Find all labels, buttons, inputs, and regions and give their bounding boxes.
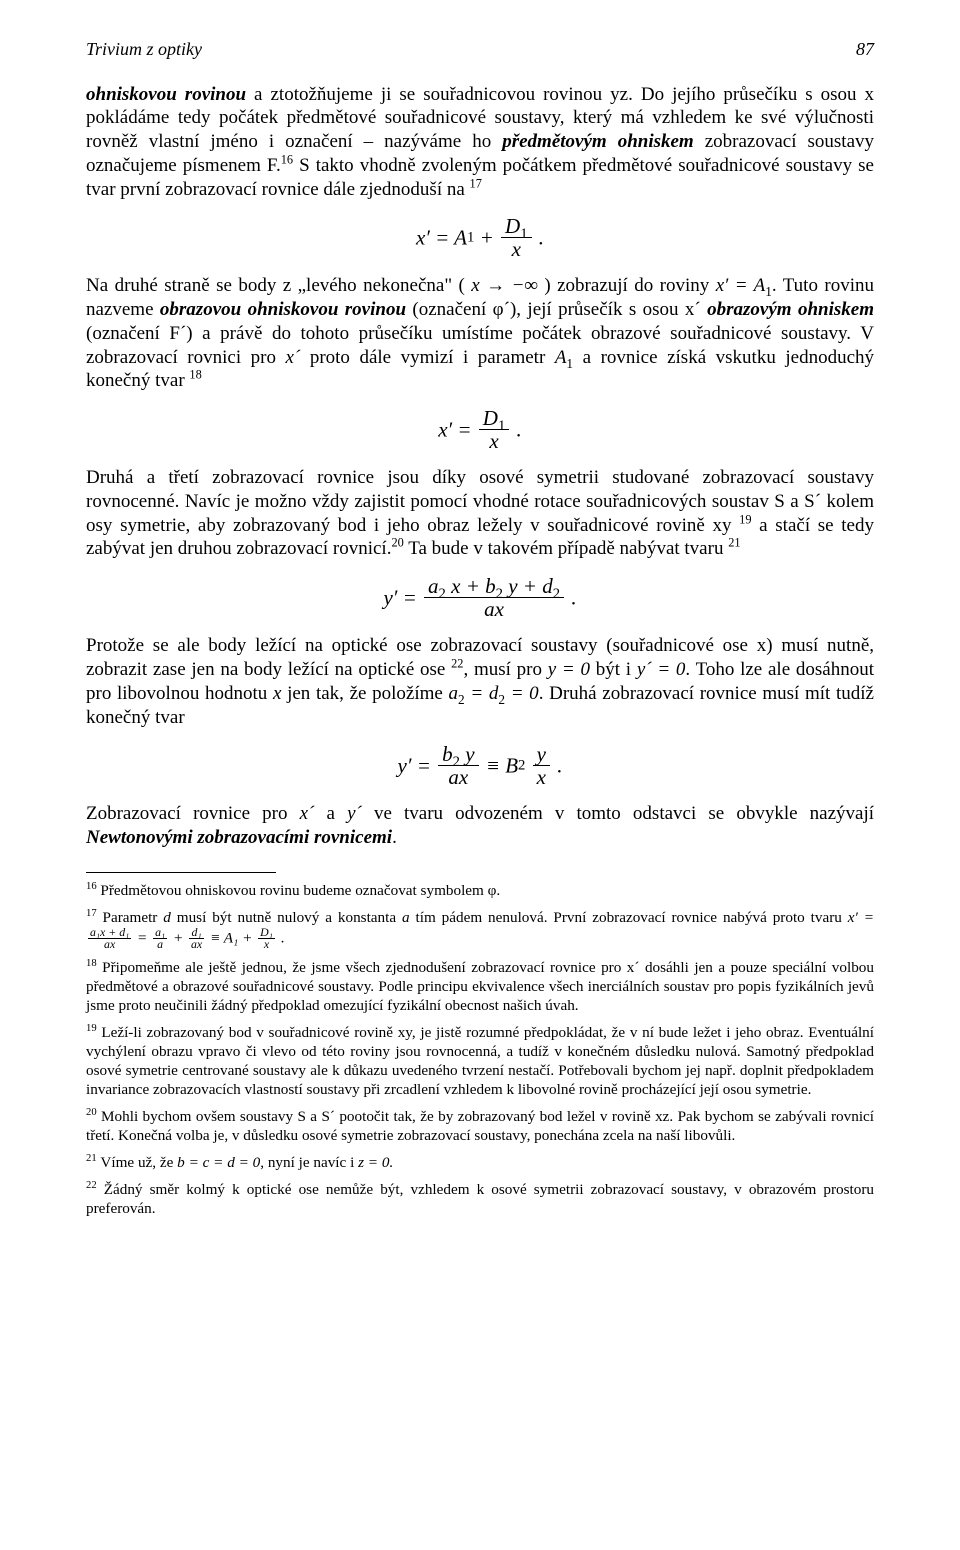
term-newton-rovnice: Newtonovými zobrazovacími rovnicemi xyxy=(86,827,392,848)
footnote-19: 19 Leží-li zobrazovaný bod v souřadnicov… xyxy=(86,1023,874,1099)
formula-1: x′ = A1 + D1x . xyxy=(86,215,874,260)
footnote-ref-16: 16 xyxy=(281,152,293,166)
footnote-ref-18: 18 xyxy=(189,368,201,382)
footnote-ref-19: 19 xyxy=(739,512,751,526)
footnote-18: 18 Připomeňme ale ještě jednou, že jsme … xyxy=(86,958,874,1015)
footnote-separator xyxy=(86,872,276,873)
footnote-17: 17 Parametr d musí být nutně nulový a ko… xyxy=(86,908,874,951)
footnote-ref-20: 20 xyxy=(391,536,403,550)
formula-3: y′ = a2 x + b2 y + d2ax . xyxy=(86,575,874,620)
term-predmetove-ohnisko: předmětovým ohniskem xyxy=(502,131,694,152)
paragraph-5: Zobrazovací rovnice pro x´ a y´ ve tvaru… xyxy=(86,802,874,850)
paragraph-2: Na druhé straně se body z „levého nekone… xyxy=(86,274,874,393)
footnote-21: 21 Víme už, že b = c = d = 0, nyní je na… xyxy=(86,1153,874,1172)
term-obrazova-ohniskova-rovina: obrazovou ohniskovou rovinou xyxy=(160,299,406,320)
paragraph-1: ohniskovou rovinou a ztotožňujeme ji se … xyxy=(86,83,874,202)
page-header: Trivium z optiky 87 xyxy=(86,38,874,61)
footnote-22: 22 Žádný směr kolmý k optické ose nemůže… xyxy=(86,1180,874,1218)
footnote-16: 16 Předmětovou ohniskovou rovinu budeme … xyxy=(86,881,874,900)
page-number: 87 xyxy=(856,38,874,61)
formula-4: y′ = b2 yax ≡ B2 yx . xyxy=(86,743,874,788)
term-ohniskova-rovina: ohniskovou rovinou xyxy=(86,84,246,105)
running-title: Trivium z optiky xyxy=(86,38,202,61)
paragraph-3: Druhá a třetí zobrazovací rovnice jsou d… xyxy=(86,466,874,561)
footnote-ref-21: 21 xyxy=(728,536,740,550)
page: Trivium z optiky 87 ohniskovou rovinou a… xyxy=(0,0,960,1550)
formula-2: x′ = D1x . xyxy=(86,407,874,452)
paragraph-4: Protože se ale body ležící na optické os… xyxy=(86,634,874,729)
footnote-ref-22: 22 xyxy=(451,657,463,671)
footnote-ref-17: 17 xyxy=(470,176,482,190)
footnote-20: 20 Mohli bychom ovšem soustavy S a S´ po… xyxy=(86,1107,874,1145)
term-obrazove-ohnisko: obrazovým ohniskem xyxy=(707,299,874,320)
